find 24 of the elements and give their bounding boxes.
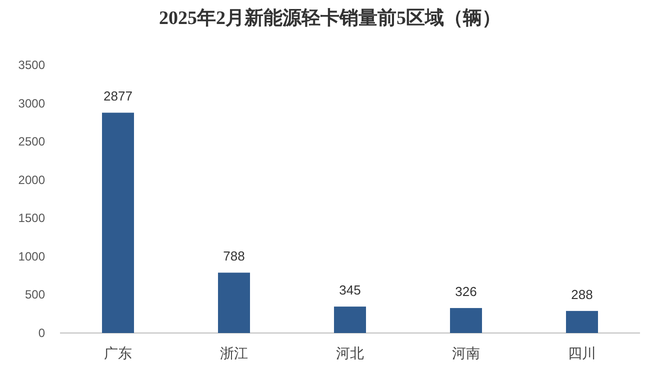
data-label: 788 (223, 248, 245, 264)
y-tick-label: 1000 (18, 249, 46, 264)
data-label: 288 (571, 286, 593, 302)
x-tick-label: 河南 (452, 345, 480, 361)
y-tick-label: 2000 (18, 172, 46, 187)
data-label: 345 (339, 282, 361, 298)
y-tick-label: 0 (38, 326, 46, 340)
y-tick-label: 2500 (18, 134, 46, 149)
x-tick-label: 四川 (568, 345, 596, 361)
bar (218, 272, 250, 333)
y-tick-label: 1500 (18, 211, 46, 226)
bar (334, 306, 366, 333)
chart-title: 2025年2月新能源轻卡销量前5区域（辆） (159, 7, 501, 29)
bar (450, 308, 482, 333)
x-tick-label: 广东 (104, 345, 132, 361)
y-tick-label: 3500 (18, 58, 46, 72)
y-tick-label: 3000 (18, 96, 46, 110)
bar (566, 310, 598, 333)
y-tick-label: 500 (24, 288, 46, 302)
x-tick-label: 河北 (336, 345, 364, 361)
data-label: 2877 (104, 88, 132, 104)
x-tick-label: 浙江 (220, 345, 248, 361)
data-label: 326 (455, 284, 477, 300)
bar (102, 112, 134, 333)
